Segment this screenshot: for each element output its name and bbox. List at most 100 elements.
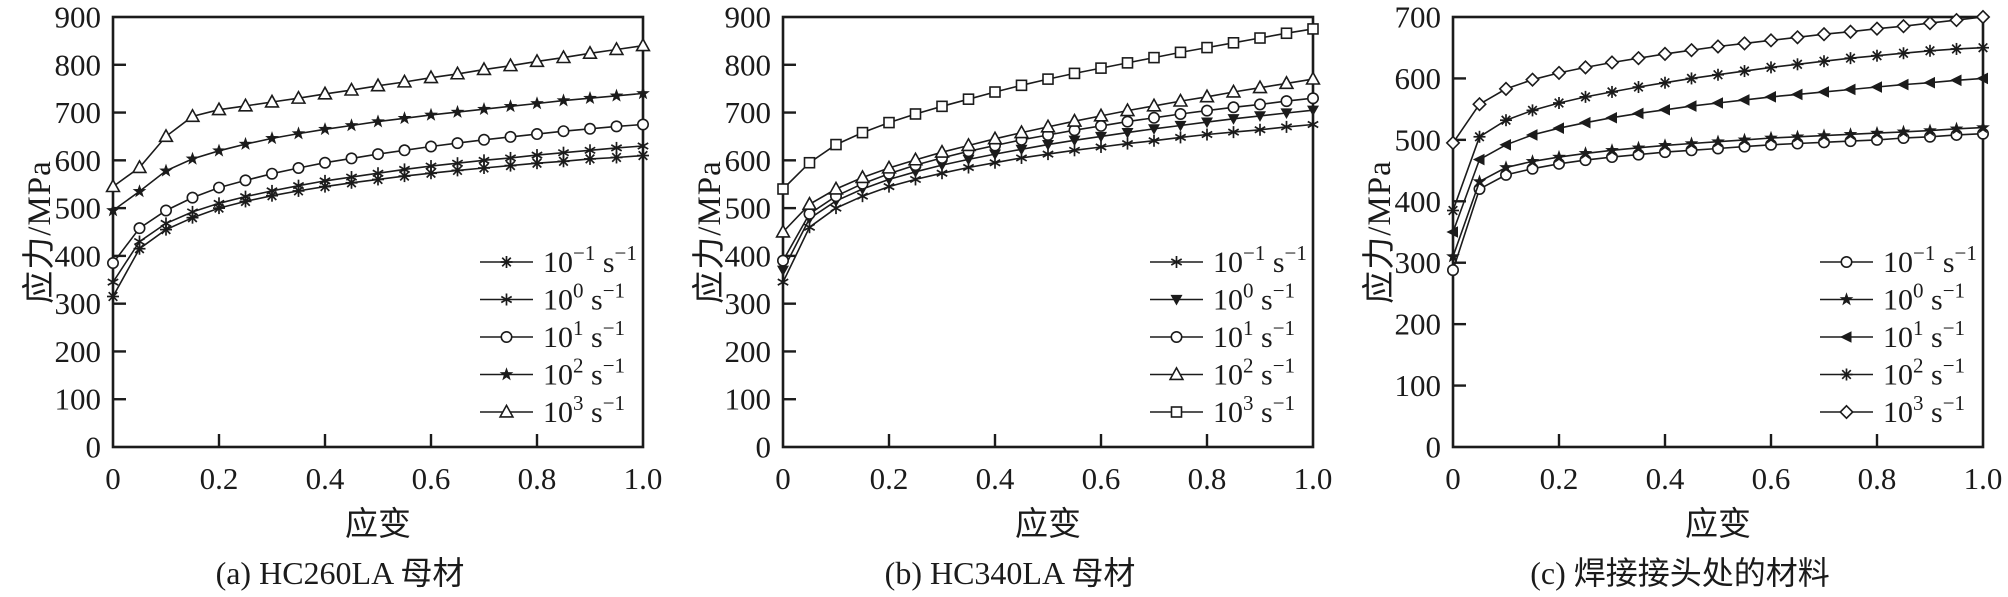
y-tick-label: 600 [1395,61,1442,96]
y-tick-label: 700 [1395,0,1442,35]
chart-c-plot: 0 100 200 300 400 500 600 700 0 0.2 0.4 0.6 0.8 1.0 10… [1395,0,2003,496]
y-tick-label: 400 [55,238,102,273]
legend-item-10^2 s^-1: 102 s−1 [1150,354,1295,392]
chart-a-plot: 0 100 200 300 400 500 600 700 800 900 0 0.2 0.4 0.6 0.… [55,0,663,496]
legend-item-10^3 s^-1: 103 s−1 [1150,391,1295,429]
series-10^3 s^-1 [105,37,651,193]
y-tick-label: 100 [725,382,772,417]
y-tick-label: 100 [1395,368,1442,403]
x-tick-label: 0.2 [870,461,909,496]
y-tick-label: 900 [725,0,772,35]
x-tick-label: 1.0 [1964,461,2003,496]
svg-text:10−1 s−1: 10−1 s−1 [1883,241,1977,279]
y-tick-label: 0 [86,430,102,465]
svg-text:103 s−1: 103 s−1 [543,391,625,429]
y-tick-label: 200 [55,334,102,369]
y-axis-label: 应力/MPa [692,160,728,304]
x-axis-label: 应变 [345,507,411,543]
svg-text:101 s−1: 101 s−1 [543,316,625,354]
legend-item-10^1 s^-1: 101 s−1 [1150,316,1295,354]
y-tick-label: 300 [725,286,772,321]
y-tick-label: 0 [756,430,772,465]
legend-item-10^0 s^-1: 100 s−1 [1150,279,1295,317]
y-axis-label: 应力/MPa [1362,160,1398,304]
y-tick-label: 600 [725,143,772,178]
svg-text:100 s−1: 100 s−1 [543,279,625,317]
x-tick-label: 0.8 [1858,461,1897,496]
legend-item-10^2 s^-1: 102 s−1 [480,354,625,392]
series-10^2 s^-1 [1447,41,1989,217]
y-tick-label: 800 [55,47,102,82]
y-tick-label: 300 [55,286,102,321]
legend-item-10^1 s^-1: 101 s−1 [480,316,625,354]
y-tick-label: 200 [1395,307,1442,342]
series-10^2 s^-1 [106,86,650,217]
x-tick-label: 0.4 [306,461,345,496]
y-axis-label: 应力/MPa [22,160,58,304]
legend-item-10^2 s^-1: 102 s−1 [1820,354,1965,392]
y-tick-label: 500 [55,191,102,226]
legend-item-10^-1 s^-1: 10−1 s−1 [1820,241,1977,279]
legend-item-10^3 s^-1: 103 s−1 [1820,391,1965,429]
svg-text:101 s−1: 101 s−1 [1883,316,1965,354]
x-tick-label: 0.2 [1540,461,1579,496]
series-10^0 s^-1 [1446,120,1990,263]
chart-b: 0 100 200 300 400 500 600 700 800 900 0 0.2 0.4 0.6 0.… [670,0,1340,597]
series-10^-1 s^-1 [777,118,1319,289]
x-axis-label: 应变 [1685,507,1751,543]
y-tick-label: 700 [725,95,772,130]
legend-item-10^1 s^-1: 101 s−1 [1820,316,1965,354]
x-tick-label: 0.6 [1082,461,1121,496]
svg-text:102 s−1: 102 s−1 [1213,354,1295,392]
y-tick-label: 400 [725,238,772,273]
chart-b-plot: 0 100 200 300 400 500 600 700 800 900 0 0.2 0.4 0.6 0.… [725,0,1333,496]
x-tick-label: 0.4 [976,461,1015,496]
y-tick-label: 500 [1395,122,1442,157]
y-tick-label: 500 [725,191,772,226]
svg-text:100 s−1: 100 s−1 [1883,279,1965,317]
svg-text:103 s−1: 103 s−1 [1883,391,1965,429]
y-tick-label: 300 [1395,245,1442,280]
y-tick-label: 100 [55,382,102,417]
svg-text:101 s−1: 101 s−1 [1213,316,1295,354]
x-tick-label: 0.4 [1646,461,1685,496]
y-tick-label: 800 [725,47,772,82]
x-tick-label: 0.6 [412,461,451,496]
svg-text:100 s−1: 100 s−1 [1213,279,1295,317]
y-tick-label: 900 [55,0,102,35]
svg-text:10−1 s−1: 10−1 s−1 [543,241,637,279]
svg-text:102 s−1: 102 s−1 [1883,354,1965,392]
legend-item-10^0 s^-1: 100 s−1 [480,279,625,317]
legend-item-10^0 s^-1: 100 s−1 [1820,279,1965,317]
svg-text:102 s−1: 102 s−1 [543,354,625,392]
x-tick-label: 0 [1445,461,1461,496]
series-10^1 s^-1 [1446,72,1988,238]
y-tick-label: 700 [55,95,102,130]
series-10^3 s^-1 [777,23,1319,195]
chart-caption: (b) HC340LA 母材 [884,555,1136,591]
y-tick-label: 400 [1395,184,1442,219]
series-10^1 s^-1 [107,118,649,270]
x-tick-label: 1.0 [624,461,663,496]
series-10^0 s^-1 [107,140,649,289]
y-tick-label: 0 [1426,430,1442,465]
chart-c: 0 100 200 300 400 500 600 700 0 0.2 0.4 0.6 0.8 1.0 10… [1340,0,2008,597]
x-tick-label: 0.6 [1752,461,1791,496]
legend-item-10^-1 s^-1: 10−1 s−1 [480,241,637,279]
chart-caption: (c) 焊接接头处的材料 [1530,555,1830,591]
svg-text:103 s−1: 103 s−1 [1213,391,1295,429]
y-tick-label: 600 [55,143,102,178]
x-tick-label: 0 [775,461,791,496]
x-tick-label: 0.2 [200,461,239,496]
x-tick-label: 0.8 [1188,461,1227,496]
axes: 0 100 200 300 400 500 600 700 800 900 0 0.2 0.4 0.6 0.… [725,0,1333,496]
x-tick-label: 0 [105,461,121,496]
chart-caption: (a) HC260LA 母材 [215,555,465,591]
chart-a: 0 100 200 300 400 500 600 700 800 900 0 0.2 0.4 0.6 0.… [0,0,670,597]
series-10^2 s^-1 [775,70,1321,238]
x-axis-label: 应变 [1015,507,1081,543]
legend-item-10^3 s^-1: 103 s−1 [480,391,625,429]
